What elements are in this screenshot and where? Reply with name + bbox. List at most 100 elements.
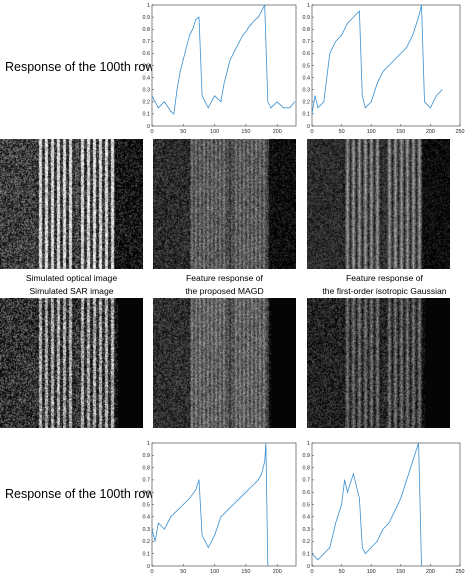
- data-point: [198, 16, 200, 18]
- y-tick-label: 0.9: [303, 453, 311, 459]
- y-tick-label: 0: [307, 564, 310, 570]
- plot-frame: [311, 442, 461, 567]
- plot-frame: [151, 4, 297, 127]
- data-point: [201, 534, 203, 536]
- data-point: [406, 47, 408, 48]
- caption-magd: Feature response of the proposed MAGD: [185, 273, 264, 296]
- y-tick-label: 0.2: [303, 100, 311, 106]
- data-point: [251, 485, 253, 487]
- data-point: [400, 498, 402, 499]
- magd-response-optical-image: [153, 139, 296, 269]
- data-point: [220, 101, 222, 103]
- data-point: [311, 553, 313, 555]
- data-point: [394, 510, 396, 511]
- data-point: [341, 504, 342, 505]
- y-tick-label: 0.2: [143, 100, 151, 106]
- data-point: [317, 107, 319, 109]
- data-point: [406, 479, 408, 481]
- data-point: [242, 34, 244, 36]
- data-point: [179, 71, 181, 72]
- sar-image: [0, 298, 143, 428]
- data-point: [430, 107, 431, 109]
- data-point: [335, 40, 337, 42]
- y-tick-label: 0.5: [303, 63, 311, 69]
- y-tick-label: 0.3: [303, 527, 311, 533]
- data-point: [294, 101, 296, 103]
- data-point: [323, 553, 325, 555]
- data-point: [388, 65, 390, 66]
- data-point: [245, 31, 247, 32]
- caption-sar: Simulated SAR image: [29, 286, 114, 296]
- magd-response-sar-image: [153, 298, 296, 428]
- data-point: [421, 4, 422, 6]
- y-tick-label: 0.1: [303, 552, 311, 558]
- y-tick-label: 0.5: [143, 502, 151, 508]
- x-tick-label: 200: [273, 569, 282, 575]
- y-tick-label: 0.3: [143, 527, 151, 533]
- data-point: [400, 53, 402, 54]
- y-tick-label: 0.7: [143, 39, 151, 45]
- x-tick-label: 150: [241, 569, 250, 575]
- data-point: [353, 473, 354, 475]
- data-point: [364, 107, 366, 109]
- caption-gaussian: Feature response of the first-order isotr…: [322, 273, 447, 296]
- y-tick-label: 1: [307, 3, 310, 9]
- data-point: [361, 547, 363, 548]
- data-point: [220, 516, 222, 518]
- data-point: [347, 22, 348, 24]
- caption-optical: Simulated optical image: [25, 273, 118, 283]
- y-tick-label: 0.6: [303, 490, 311, 496]
- data-point: [261, 10, 262, 12]
- data-point: [353, 16, 354, 18]
- y-tick-label: 0.8: [143, 27, 151, 33]
- data-point: [245, 491, 247, 493]
- data-point: [270, 107, 272, 109]
- y-tick-label: 0.6: [303, 51, 311, 57]
- data-point: [314, 95, 316, 97]
- data-point: [359, 10, 360, 12]
- data-point: [154, 541, 156, 542]
- x-tick-label: 250: [456, 129, 465, 135]
- y-tick-label: 0.7: [303, 478, 311, 484]
- data-point: [214, 95, 215, 97]
- data-point: [412, 461, 413, 462]
- data-point: [223, 83, 225, 84]
- x-tick-label: 100: [367, 129, 376, 135]
- data-point: [164, 528, 165, 530]
- data-point: [173, 113, 175, 115]
- x-tick-label: 150: [396, 129, 405, 135]
- x-tick-label: 100: [367, 569, 376, 575]
- data-point: [364, 553, 366, 555]
- gaussian-response-sar-image: [307, 298, 450, 428]
- data-point: [226, 510, 228, 511]
- x-tick-label: 100: [210, 129, 219, 135]
- data-point: [236, 47, 237, 48]
- data-point: [182, 59, 184, 60]
- data-point: [239, 40, 241, 42]
- plot-frame: [151, 442, 297, 567]
- data-point: [157, 522, 159, 524]
- data-point: [176, 510, 178, 511]
- data-point: [276, 101, 278, 103]
- x-tick-label: 50: [339, 129, 345, 135]
- x-tick-label: 200: [426, 569, 435, 575]
- gaussian-response-optical-image: [307, 139, 450, 269]
- data-point: [226, 71, 228, 72]
- y-tick-label: 1: [147, 3, 150, 9]
- data-point: [341, 34, 342, 36]
- y-tick-label: 0.9: [143, 453, 151, 459]
- data-point: [248, 26, 250, 28]
- data-point: [261, 473, 262, 475]
- data-point: [233, 504, 234, 505]
- y-tick-label: 0.1: [143, 112, 151, 118]
- data-point: [157, 107, 159, 109]
- data-point: [323, 101, 325, 103]
- data-point: [189, 498, 190, 499]
- plot-frame: [311, 4, 461, 127]
- y-tick-label: 0.4: [303, 515, 311, 521]
- data-point: [376, 541, 378, 542]
- y-tick-label: 0.1: [143, 552, 151, 558]
- y-tick-label: 0.1: [303, 112, 311, 118]
- y-tick-label: 0.5: [143, 63, 151, 69]
- data-point: [441, 89, 443, 91]
